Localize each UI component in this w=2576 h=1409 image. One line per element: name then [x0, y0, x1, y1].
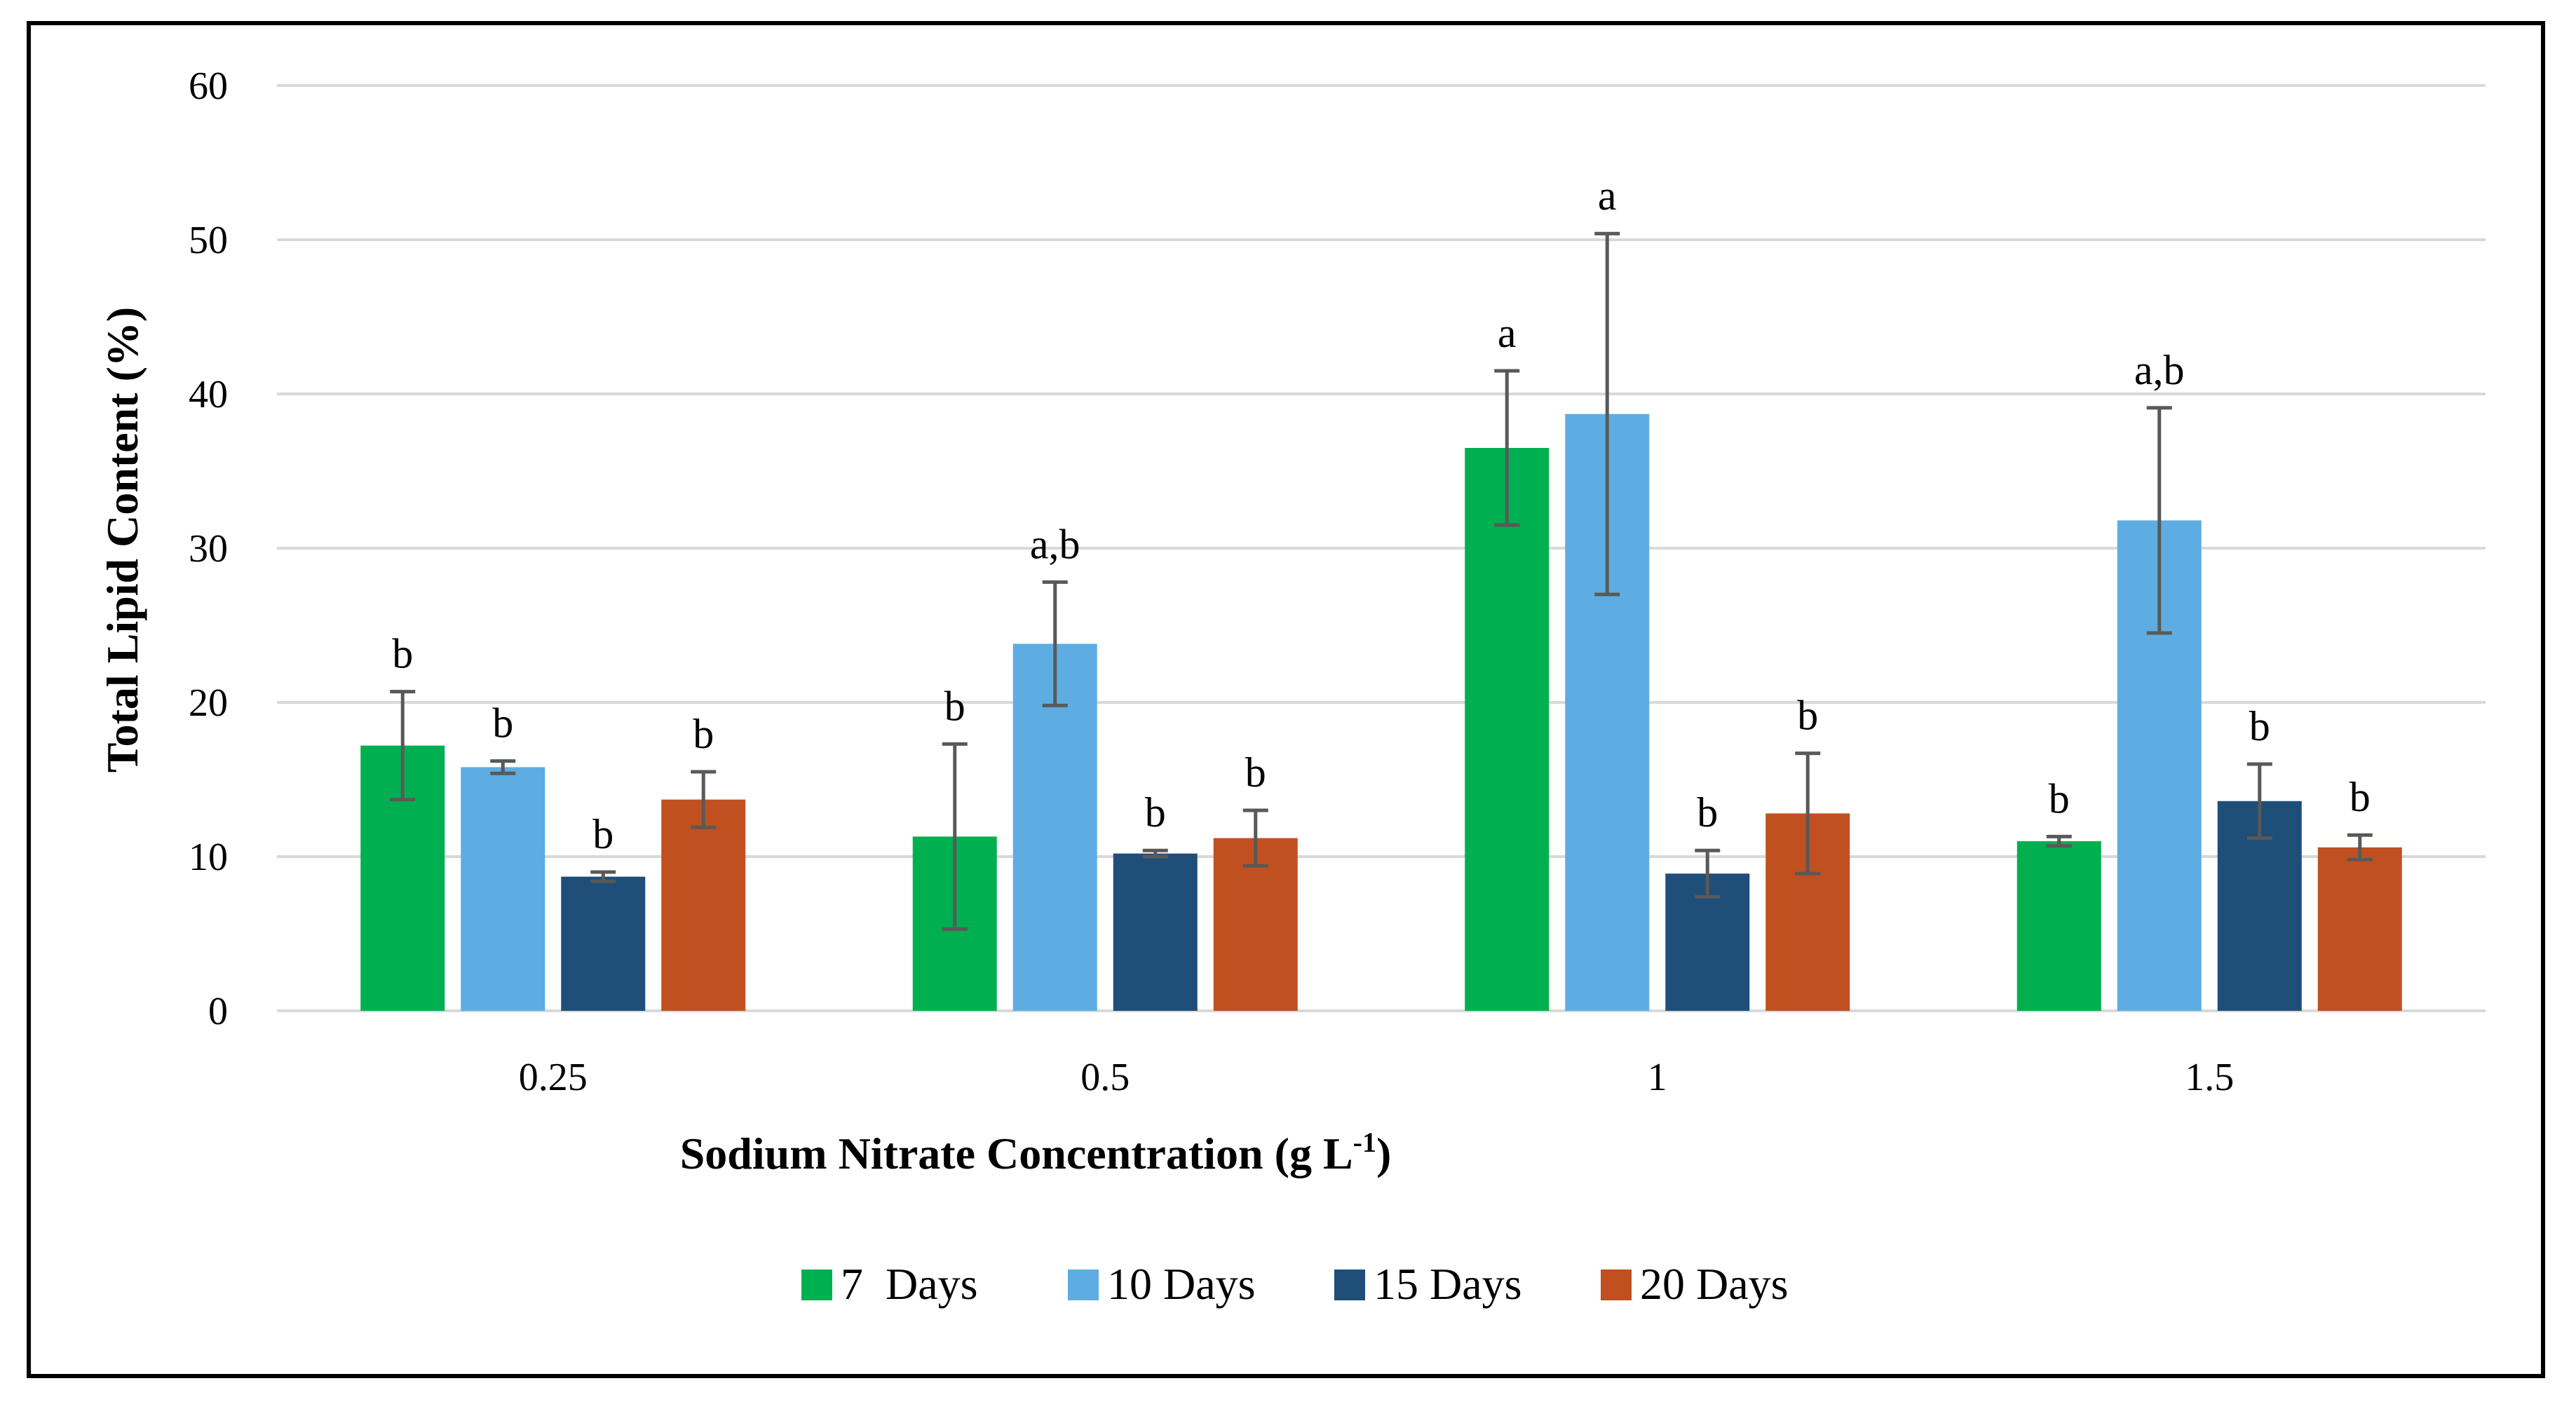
legend: 7 Days 10 Days 15 Days 20 Days — [801, 1259, 1789, 1309]
significance-label: b — [492, 700, 513, 747]
bars — [360, 414, 2402, 1011]
error-bars — [390, 231, 2373, 931]
x-axis-ticks: 0.25 0.5 1 1.5 — [519, 1056, 2235, 1099]
bar — [1465, 448, 1550, 1011]
x-tick-label: 0.5 — [1080, 1056, 1130, 1099]
y-tick-label: 60 — [189, 64, 228, 108]
y-tick-label: 10 — [189, 836, 228, 879]
bar — [2317, 847, 2402, 1011]
legend-swatch — [801, 1270, 832, 1300]
legend-label: 10 Days — [1107, 1259, 1256, 1309]
significance-label: b — [392, 631, 413, 677]
y-tick-label: 0 — [208, 990, 228, 1033]
bar — [1113, 853, 1198, 1011]
significance-label: a,b — [2134, 347, 2185, 393]
y-tick-label: 20 — [189, 681, 228, 725]
legend-swatch — [1601, 1270, 1632, 1300]
bar — [561, 876, 646, 1011]
significance-label: b — [1797, 693, 1818, 739]
x-axis-title-main: Sodium Nitrate Concentration (g L — [680, 1129, 1353, 1178]
x-axis-title-suffix: ) — [1376, 1129, 1391, 1178]
significance-label: a,b — [1030, 521, 1080, 567]
y-tick-label: 40 — [189, 373, 228, 416]
x-tick-label: 0.25 — [519, 1056, 588, 1099]
legend-label: 20 Days — [1640, 1259, 1789, 1309]
significance-label: b — [1245, 749, 1266, 796]
significance-label: a — [1598, 172, 1617, 219]
x-axis-title: Sodium Nitrate Concentration (g L-1) — [680, 1126, 1392, 1178]
legend-label: 15 Days — [1374, 1259, 1522, 1309]
legend-swatch — [1334, 1270, 1365, 1300]
y-tick-label: 50 — [189, 219, 228, 262]
significance-label: b — [592, 811, 614, 857]
significance-label: b — [1145, 789, 1166, 836]
significance-label: b — [2249, 703, 2270, 749]
significance-label: b — [944, 683, 965, 729]
legend-label: 7 Days — [841, 1259, 978, 1309]
y-axis-title: Total Lipid Content (%) — [97, 307, 147, 772]
y-axis-ticks: 0 10 20 30 40 50 60 — [189, 64, 228, 1033]
x-axis-title-superscript: -1 — [1353, 1126, 1376, 1158]
bar — [661, 799, 746, 1011]
significance-label: b — [2049, 775, 2070, 822]
significance-label: b — [2350, 774, 2371, 820]
x-tick-label: 1 — [1648, 1056, 1667, 1099]
x-tick-label: 1.5 — [2185, 1056, 2234, 1099]
y-tick-label: 30 — [189, 527, 228, 571]
bar — [461, 767, 545, 1011]
significance-label: b — [693, 711, 714, 757]
significance-labels: b b b b b a,b b b a a b b b a,b b b — [392, 172, 2371, 857]
legend-swatch — [1068, 1270, 1099, 1300]
significance-label: b — [1697, 789, 1718, 836]
bar — [2016, 841, 2101, 1011]
significance-label: a — [1498, 310, 1517, 356]
